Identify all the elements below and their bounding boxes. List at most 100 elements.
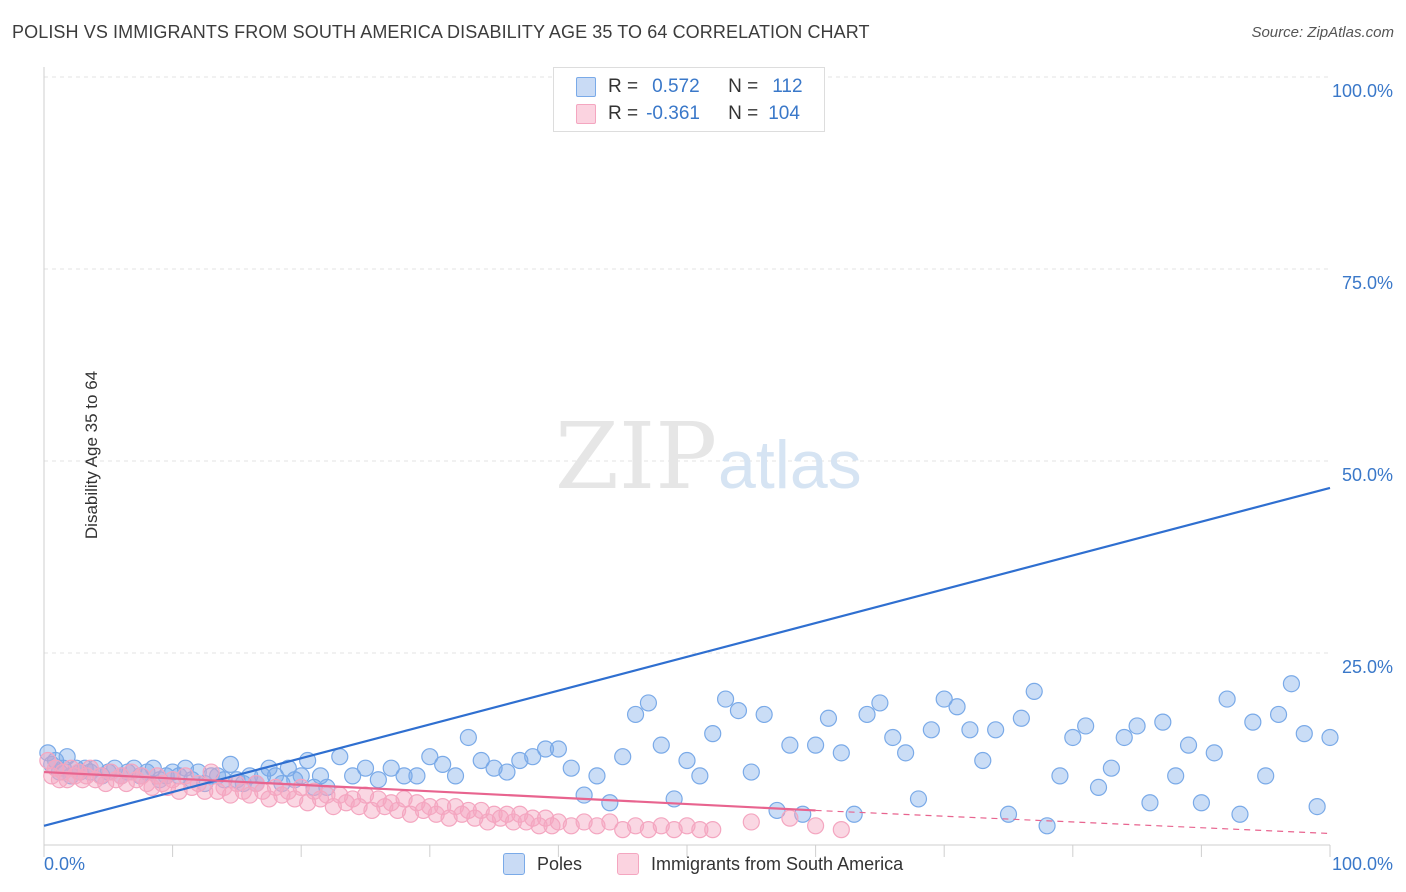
immigrants-point xyxy=(742,813,760,831)
poles-point xyxy=(1269,705,1288,724)
poles-point xyxy=(1179,736,1198,754)
poles-point xyxy=(999,805,1018,823)
poles-point xyxy=(562,759,580,777)
poles-point xyxy=(524,748,542,766)
source-label: Source: ZipAtlas.com xyxy=(1251,24,1394,41)
legend-row-immigrants: R = -0.361 N = 104 xyxy=(576,102,800,126)
poles-point xyxy=(485,759,503,777)
legend-r-value: -0.361 xyxy=(646,103,700,124)
poles-point xyxy=(871,694,889,712)
poles-point xyxy=(459,728,477,747)
poles-point xyxy=(755,705,773,724)
poles-point xyxy=(1244,713,1262,731)
poles-point xyxy=(691,767,709,785)
immigrants-point xyxy=(575,813,593,831)
poles-point xyxy=(884,728,902,747)
legend-n-label: N = xyxy=(728,76,759,97)
immigrants-point xyxy=(614,821,632,839)
trend-lines xyxy=(43,486,1331,835)
poles-point xyxy=(819,709,838,727)
legend-n-value: 104 xyxy=(768,103,800,124)
poles-point xyxy=(768,801,786,820)
poles-trend-line xyxy=(43,486,1331,827)
poles-point xyxy=(704,725,722,743)
poles-point xyxy=(1321,728,1339,747)
poles-point xyxy=(974,751,992,770)
immigrants-point xyxy=(665,821,683,839)
immigrants-point xyxy=(562,817,580,835)
legend-n-value: 112 xyxy=(772,76,803,97)
immigrants-point xyxy=(781,809,799,827)
poles-point xyxy=(1167,767,1185,785)
poles-point xyxy=(742,763,760,781)
immigrants-point xyxy=(626,817,645,835)
legend-r-label: R = xyxy=(608,76,639,97)
y-axis-label: Disability Age 35 to 64 xyxy=(82,370,102,540)
poles-point xyxy=(987,721,1005,739)
poles-point xyxy=(1295,725,1313,743)
poles-point xyxy=(601,794,619,812)
bottom-legend-label-poles: Poles xyxy=(537,853,583,874)
poles-point xyxy=(434,755,452,773)
poles-point xyxy=(536,740,555,758)
poles-point xyxy=(652,736,670,754)
poles-point xyxy=(948,698,966,716)
poles-point xyxy=(1231,805,1249,823)
immigrants-point xyxy=(691,821,709,839)
poles-point xyxy=(472,751,490,770)
correlation-legend: R = 0.572 N = 112 R = -0.361 N = 104 xyxy=(553,67,825,132)
poles-point xyxy=(1102,759,1120,777)
watermark-zip: ZIP xyxy=(555,403,717,510)
immigrants-point xyxy=(639,821,658,839)
bottom-legend-immigrants: Immigrants from South America xyxy=(617,852,903,876)
poles-point xyxy=(1064,728,1082,747)
axes xyxy=(43,67,1331,857)
y-tick-label: 25.0% xyxy=(1342,657,1393,677)
immigrants-point xyxy=(652,817,670,835)
poles-point xyxy=(1115,728,1133,747)
immigrants-points xyxy=(39,751,850,839)
poles-point xyxy=(1128,717,1146,735)
legend-row-poles: R = 0.572 N = 112 xyxy=(576,75,803,99)
poles-point xyxy=(446,767,465,785)
poles-point xyxy=(1089,778,1108,797)
immigrants-point xyxy=(832,821,850,839)
poles-point xyxy=(421,748,439,766)
bottom-legend-poles: Poles xyxy=(503,852,582,876)
poles-point xyxy=(806,736,825,754)
poles-point xyxy=(549,740,568,758)
poles-point xyxy=(935,690,953,708)
legend-r-value: 0.572 xyxy=(652,76,700,97)
poles-point xyxy=(408,767,426,785)
poles-point xyxy=(832,744,850,762)
poles-point xyxy=(716,690,735,708)
immigrants-point xyxy=(588,817,606,835)
poles-point xyxy=(575,786,593,804)
poles-point xyxy=(909,790,928,808)
immigrants-trend-line xyxy=(43,770,816,812)
x-tick-label-start: 0.0% xyxy=(44,854,85,874)
chart-title: POLISH VS IMMIGRANTS FROM SOUTH AMERICA … xyxy=(12,22,870,42)
poles-point xyxy=(588,767,606,785)
poles-point xyxy=(626,705,645,724)
poles-point xyxy=(1192,794,1211,812)
poles-point xyxy=(1141,794,1159,812)
poles-point xyxy=(395,767,413,785)
poles-point xyxy=(221,755,240,773)
poles-point xyxy=(781,736,799,754)
poles-point xyxy=(331,748,349,766)
poles-point xyxy=(1012,709,1030,727)
poles-point xyxy=(1257,767,1275,785)
poles-point xyxy=(639,694,658,712)
poles-point xyxy=(1051,767,1069,785)
immigrants-point xyxy=(292,778,310,797)
poles-point xyxy=(678,751,696,770)
legend-swatch-poles xyxy=(576,77,596,97)
tick-labels: 25.0% 50.0% 75.0% 100.0% 0.0% 100.0% xyxy=(44,81,1393,874)
bottom-legend-swatch-poles xyxy=(503,853,525,875)
bottom-legend-swatch-immigrants xyxy=(617,853,639,875)
bottom-legend-label-immigrants: Immigrants from South America xyxy=(651,853,904,874)
immigrants-point xyxy=(704,821,722,839)
poles-point xyxy=(511,751,529,770)
immigrants-point xyxy=(806,817,825,835)
